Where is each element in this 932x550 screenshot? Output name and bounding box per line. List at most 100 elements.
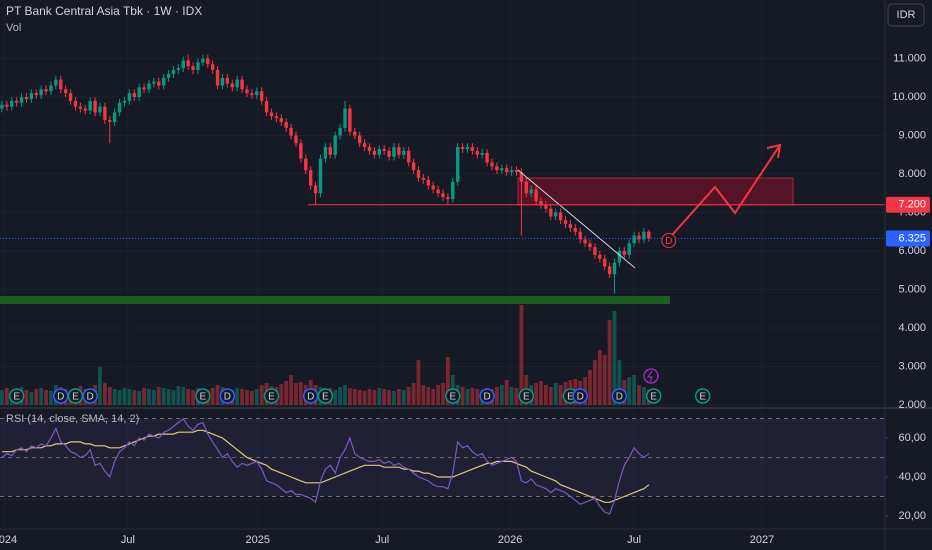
event-label: D xyxy=(224,392,231,403)
volume-bar xyxy=(161,388,166,405)
volume-bar xyxy=(254,389,259,405)
volume-bar xyxy=(4,388,9,405)
event-label: D xyxy=(577,392,584,403)
volume-bar xyxy=(504,380,509,405)
projection-arrowhead xyxy=(766,143,782,159)
y-tick-label: 2.000 xyxy=(898,399,926,411)
y-tick-label: 4.000 xyxy=(898,322,926,334)
volume-bar xyxy=(122,388,127,405)
volume-bar xyxy=(249,391,254,405)
volume-bar xyxy=(0,390,4,405)
event-label: E xyxy=(268,392,275,403)
candle-body xyxy=(411,162,416,171)
candle-body xyxy=(416,170,421,178)
candle-body xyxy=(455,147,460,182)
candle-body xyxy=(308,170,313,186)
volume-bar xyxy=(362,391,367,405)
candle-body xyxy=(215,70,220,86)
trend-line xyxy=(517,169,636,269)
volume-bar xyxy=(298,382,303,405)
candle-body xyxy=(539,200,543,205)
y-tick-label: 6.000 xyxy=(898,245,926,257)
candle-body xyxy=(201,58,205,63)
volume-bar xyxy=(343,385,347,405)
volume-bar xyxy=(548,387,553,405)
volume-bar xyxy=(367,389,372,405)
event-label: E xyxy=(650,392,657,403)
candle-body xyxy=(137,87,141,98)
candle-body xyxy=(583,239,587,244)
volume-bar xyxy=(421,385,426,405)
candle-body xyxy=(504,168,509,173)
candle-body xyxy=(279,118,283,123)
x-tick-label: 2026 xyxy=(498,534,522,546)
candle-body xyxy=(642,231,646,240)
y-tick-label: 5.000 xyxy=(898,283,926,295)
candle-body xyxy=(465,147,470,149)
y-tick-label: 9.000 xyxy=(898,129,926,141)
volume-bar xyxy=(543,385,548,405)
candle-body xyxy=(318,158,323,194)
candle-body xyxy=(441,193,445,198)
candle-body xyxy=(0,104,4,109)
candle-body xyxy=(34,93,38,96)
dividend-marker xyxy=(661,232,677,248)
candle-body xyxy=(529,189,533,194)
candle-body xyxy=(181,60,185,69)
event-label: D xyxy=(307,392,314,403)
projection-path xyxy=(664,144,781,244)
volume-bar xyxy=(539,381,543,405)
event-icon xyxy=(8,388,25,404)
candle-body xyxy=(436,189,440,194)
volume-bar xyxy=(387,390,391,405)
volume-bar xyxy=(436,385,440,405)
candle-body xyxy=(299,143,303,159)
candle-body xyxy=(176,68,181,71)
volume-bar xyxy=(24,390,29,405)
candle-body xyxy=(323,147,328,159)
candle-body xyxy=(514,170,519,173)
candle-body xyxy=(460,147,465,149)
candle-body xyxy=(475,150,479,155)
support-zone xyxy=(0,296,670,304)
volume-bar xyxy=(637,385,641,405)
volume-bar xyxy=(240,389,244,405)
candle-body xyxy=(142,87,146,90)
candle-body xyxy=(240,79,244,90)
volume-bar xyxy=(235,388,240,405)
volume-bar xyxy=(142,388,146,405)
candle-body xyxy=(338,127,342,136)
candle-body xyxy=(49,85,53,92)
candle-body xyxy=(284,122,288,128)
volume-bar xyxy=(279,384,284,405)
volume-bar xyxy=(558,385,563,405)
volume-bar xyxy=(612,311,617,405)
candles xyxy=(0,54,651,294)
x-tick-label: 2027 xyxy=(750,534,774,546)
currency-button[interactable] xyxy=(887,3,925,27)
volume-bar xyxy=(289,375,293,405)
event-icon xyxy=(317,388,334,404)
candle-body xyxy=(220,77,225,86)
candle-body xyxy=(607,266,612,275)
grid xyxy=(0,0,885,528)
volume-bar xyxy=(191,390,195,405)
overlays: DE D E D E D E D E E D E E D D E E xyxy=(0,204,885,404)
lightning-icon[interactable] xyxy=(643,368,659,384)
candle-body xyxy=(127,93,132,101)
event-icon xyxy=(195,388,211,404)
volume-title: Vol xyxy=(6,22,21,34)
candle-body xyxy=(63,89,68,94)
rsi-tick-label: 60,00 xyxy=(898,432,926,444)
level-tag xyxy=(886,196,930,213)
volume-bar xyxy=(426,387,431,405)
volume-bar xyxy=(617,360,622,405)
volume-bar xyxy=(465,389,470,405)
volume-bar xyxy=(396,389,401,405)
candle-body xyxy=(98,106,102,113)
candle-body xyxy=(402,150,406,155)
candle-body xyxy=(29,93,34,99)
volume-bar xyxy=(127,389,132,405)
candle-body xyxy=(534,189,538,201)
